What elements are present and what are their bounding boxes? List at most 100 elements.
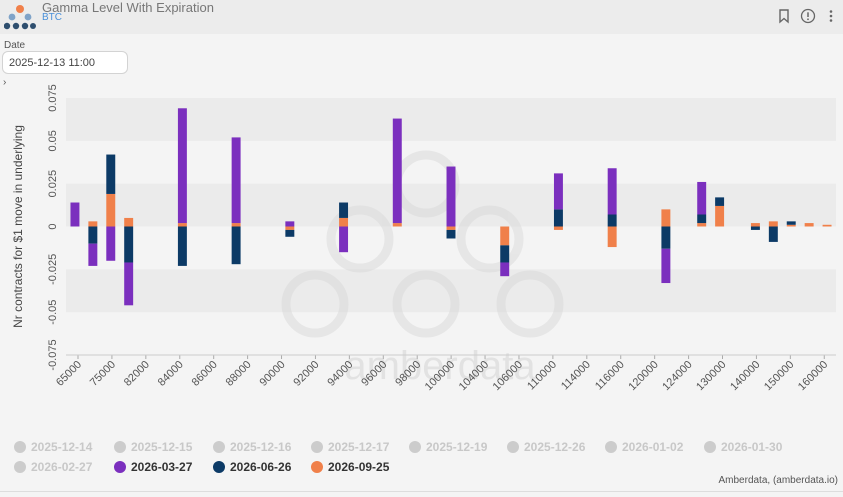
- info-icon[interactable]: [800, 8, 816, 24]
- bar-segment: [500, 245, 510, 263]
- bar-segment: [446, 229, 456, 239]
- bar-segment: [661, 209, 671, 227]
- bar-segment: [697, 181, 707, 215]
- bar-segment: [661, 248, 671, 284]
- legend-item[interactable]: 2026-09-25: [311, 460, 389, 474]
- bar-segment: [70, 202, 80, 227]
- x-tick-label: 114000: [559, 359, 593, 393]
- legend-dot-icon: [213, 441, 225, 453]
- y-tick-label: 0.05: [47, 130, 59, 151]
- legend-item[interactable]: 2025-12-16: [213, 440, 291, 454]
- y-tick-label: 0.025: [47, 170, 59, 198]
- legend-dot-icon: [114, 461, 126, 473]
- bar-segment: [177, 108, 187, 224]
- bar-segment: [231, 226, 241, 265]
- amberdata-logo: [4, 5, 36, 30]
- bar-segment: [553, 226, 563, 230]
- bar-segment: [285, 226, 295, 230]
- y-tick-label: -0.025: [47, 254, 59, 285]
- watermark-text: amberdata: [344, 344, 536, 388]
- y-tick-label: -0.05: [47, 300, 59, 325]
- bar-segment: [607, 168, 617, 215]
- legend-item[interactable]: 2025-12-19: [409, 440, 487, 454]
- bar-segment: [750, 223, 760, 227]
- legend-item[interactable]: 2025-12-17: [311, 440, 389, 454]
- bar-segment: [822, 224, 832, 227]
- y-tick-label: 0: [47, 223, 59, 229]
- x-tick-label: 84000: [156, 359, 186, 389]
- bar-segment: [88, 226, 98, 244]
- bar-segment: [446, 226, 456, 230]
- bar-segment: [607, 226, 617, 248]
- app-header: Gamma Level With Expiration BTC: [0, 0, 843, 34]
- bar-segment: [697, 223, 707, 227]
- legend-item[interactable]: 2026-03-27: [114, 460, 192, 474]
- x-axis-label: Strike: [436, 405, 467, 406]
- bar-segment: [339, 226, 349, 253]
- y-tick-label: 0.075: [47, 84, 59, 112]
- bar-segment: [553, 209, 563, 227]
- legend-item[interactable]: 2025-12-15: [114, 440, 192, 454]
- date-input[interactable]: [2, 51, 128, 74]
- plot-band: [66, 98, 836, 141]
- legend-dot-icon: [14, 441, 26, 453]
- bar-segment: [339, 202, 349, 218]
- bar-segment: [715, 205, 725, 227]
- bottom-divider: [0, 491, 843, 492]
- legend-dot-icon: [507, 441, 519, 453]
- legend-dot-icon: [213, 461, 225, 473]
- bar-segment: [285, 221, 295, 227]
- x-tick-label: 82000: [122, 359, 152, 389]
- bar-segment: [697, 214, 707, 224]
- x-tick-label: 124000: [660, 359, 694, 393]
- legend-item[interactable]: 2026-06-26: [213, 460, 291, 474]
- x-tick-label: 120000: [626, 359, 660, 393]
- bar-segment: [124, 226, 134, 263]
- chart-credit: Amberdata, (amberdata.io): [718, 475, 838, 486]
- bar-segment: [106, 193, 116, 227]
- app-title: Gamma Level With Expiration: [42, 0, 214, 15]
- bar-segment: [177, 223, 187, 227]
- legend-item[interactable]: 2025-12-26: [507, 440, 585, 454]
- legend-dot-icon: [14, 461, 26, 473]
- bar-segment: [500, 226, 510, 246]
- bar-segment: [177, 226, 187, 266]
- bar-segment: [392, 118, 402, 224]
- legend-dot-icon: [409, 441, 421, 453]
- x-tick-label: 140000: [728, 359, 762, 393]
- bar-segment: [804, 223, 814, 227]
- bar-segment: [106, 226, 116, 261]
- legend-dot-icon: [605, 441, 617, 453]
- more-vertical-icon[interactable]: [826, 8, 836, 24]
- legend-item[interactable]: 2025-12-14: [14, 440, 92, 454]
- bar-segment: [446, 166, 456, 227]
- expand-chevron-icon[interactable]: ›: [3, 77, 7, 88]
- bar-segment: [285, 229, 295, 237]
- bar-segment: [231, 137, 241, 224]
- bar-segment: [661, 226, 671, 249]
- legend-dot-icon: [311, 441, 323, 453]
- x-tick-label: 75000: [88, 359, 118, 389]
- gamma-chart: amberdata 0.075 0.05 0.025 0 -0.025 -0.05 -0.07…: [11, 84, 836, 406]
- x-tick-label: 150000: [762, 359, 796, 393]
- bar-segment: [768, 226, 778, 242]
- legend-item[interactable]: 2026-01-30: [704, 440, 782, 454]
- legend-item[interactable]: 2026-02-27: [14, 460, 92, 474]
- bar-segment: [124, 262, 134, 306]
- bar-segment: [786, 221, 796, 225]
- legend-dot-icon: [114, 441, 126, 453]
- bar-segment: [500, 262, 510, 277]
- bar-segment: [768, 221, 778, 227]
- bar-segment: [106, 154, 116, 194]
- legend-dot-icon: [704, 441, 716, 453]
- x-tick-label: 92000: [291, 359, 321, 389]
- bookmark-icon[interactable]: [776, 8, 792, 24]
- legend-item[interactable]: 2026-01-02: [605, 440, 683, 454]
- app-subtitle: BTC: [42, 12, 62, 23]
- bar-segment: [715, 197, 725, 206]
- date-label: Date: [4, 40, 26, 51]
- bar-segment: [607, 214, 617, 227]
- legend-dot-icon: [311, 461, 323, 473]
- x-tick-label: 160000: [796, 359, 830, 393]
- bar-segment: [339, 217, 349, 227]
